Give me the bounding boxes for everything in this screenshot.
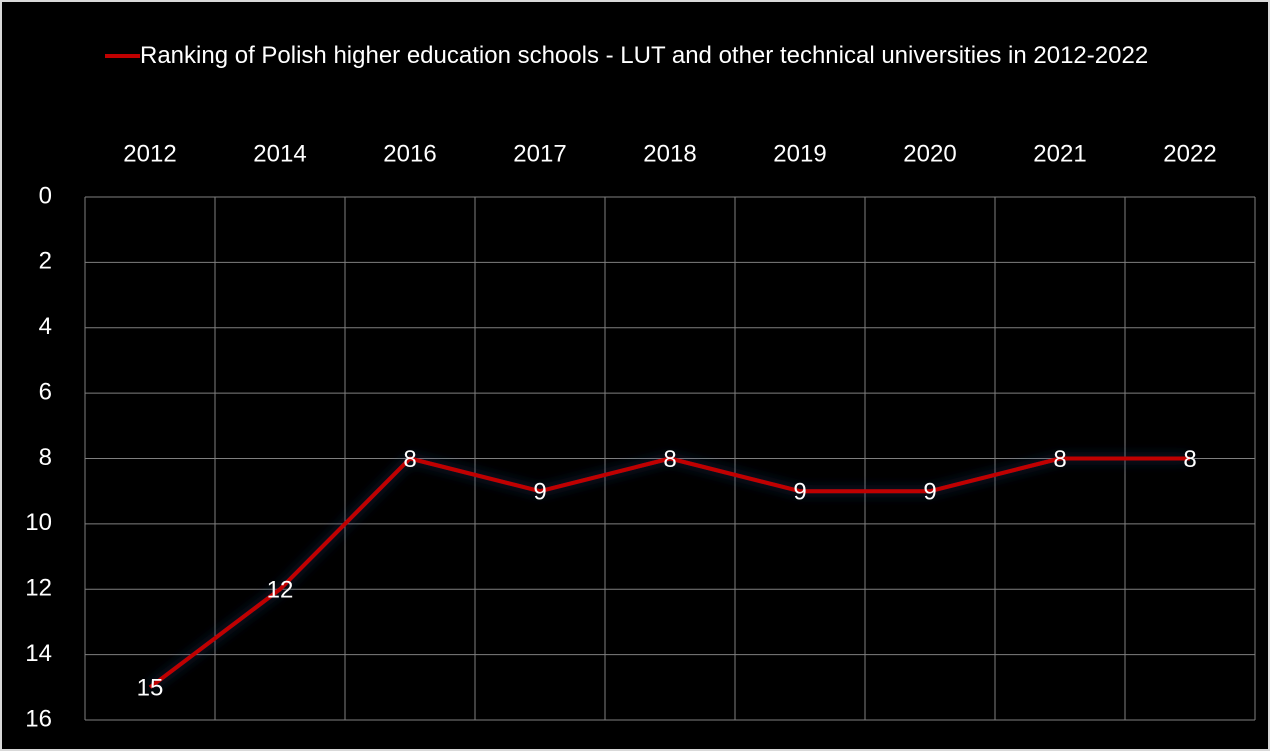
x-tick-label: 2017 (513, 140, 566, 167)
data-label: 9 (533, 479, 546, 506)
y-tick-label: 12 (25, 575, 52, 602)
y-tick-label: 0 (39, 182, 52, 209)
x-tick-label: 2020 (903, 140, 956, 167)
legend-label: Ranking of Polish higher education schoo… (140, 42, 1149, 69)
data-label: 12 (267, 577, 294, 604)
y-tick-label: 2 (39, 248, 52, 275)
data-label: 8 (663, 446, 676, 473)
y-tick-label: 14 (25, 640, 52, 667)
data-label: 15 (137, 675, 164, 702)
y-tick-label: 4 (39, 313, 52, 340)
y-tick-label: 10 (25, 509, 52, 536)
data-label: 8 (1183, 446, 1196, 473)
x-tick-label: 2014 (253, 140, 306, 167)
data-label: 8 (403, 446, 416, 473)
y-tick-label: 6 (39, 378, 52, 405)
x-tick-label: 2018 (643, 140, 696, 167)
data-label: 8 (1053, 446, 1066, 473)
x-tick-label: 2012 (123, 140, 176, 167)
x-tick-label: 2021 (1033, 140, 1086, 167)
x-tick-label: 2022 (1163, 140, 1216, 167)
line-series (148, 456, 1190, 689)
y-tick-label: 16 (25, 705, 52, 732)
x-tick-label: 2016 (383, 140, 436, 167)
y-tick-label: 8 (39, 444, 52, 471)
data-label: 9 (793, 479, 806, 506)
x-tick-label: 2019 (773, 140, 826, 167)
data-label: 9 (923, 479, 936, 506)
